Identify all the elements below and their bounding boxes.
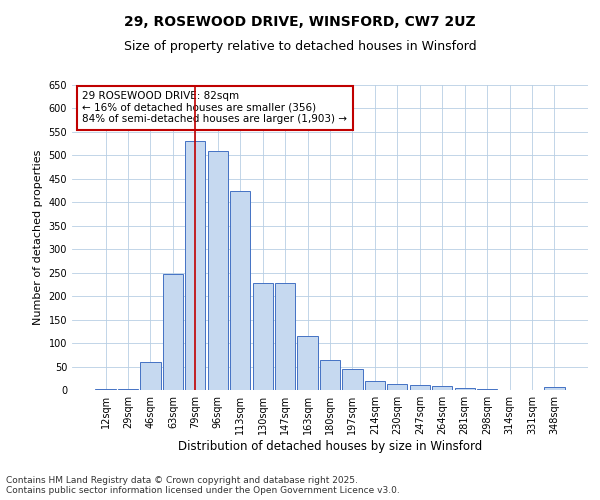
- Bar: [230, 190, 250, 390]
- Text: Contains HM Land Registry data © Crown copyright and database right 2025.
Contai: Contains HM Land Registry data © Crown c…: [6, 476, 400, 495]
- Text: 29, ROSEWOOD DRIVE, WINSFORD, CW7 2UZ: 29, ROSEWOOD DRIVE, WINSFORD, CW7 2UZ: [124, 15, 476, 29]
- Bar: [455, 388, 475, 390]
- Bar: [140, 362, 161, 390]
- Bar: [343, 369, 362, 390]
- Bar: [298, 336, 317, 390]
- Bar: [432, 386, 452, 390]
- Bar: [208, 150, 228, 390]
- Bar: [253, 283, 273, 390]
- Bar: [275, 283, 295, 390]
- Text: Size of property relative to detached houses in Winsford: Size of property relative to detached ho…: [124, 40, 476, 53]
- Y-axis label: Number of detached properties: Number of detached properties: [33, 150, 43, 325]
- Bar: [185, 142, 205, 390]
- Bar: [118, 388, 138, 390]
- Bar: [163, 274, 183, 390]
- Bar: [320, 360, 340, 390]
- X-axis label: Distribution of detached houses by size in Winsford: Distribution of detached houses by size …: [178, 440, 482, 453]
- Bar: [365, 380, 385, 390]
- Bar: [95, 388, 116, 390]
- Bar: [410, 386, 430, 390]
- Bar: [387, 384, 407, 390]
- Bar: [544, 387, 565, 390]
- Text: 29 ROSEWOOD DRIVE: 82sqm
← 16% of detached houses are smaller (356)
84% of semi-: 29 ROSEWOOD DRIVE: 82sqm ← 16% of detach…: [82, 91, 347, 124]
- Bar: [477, 388, 497, 390]
